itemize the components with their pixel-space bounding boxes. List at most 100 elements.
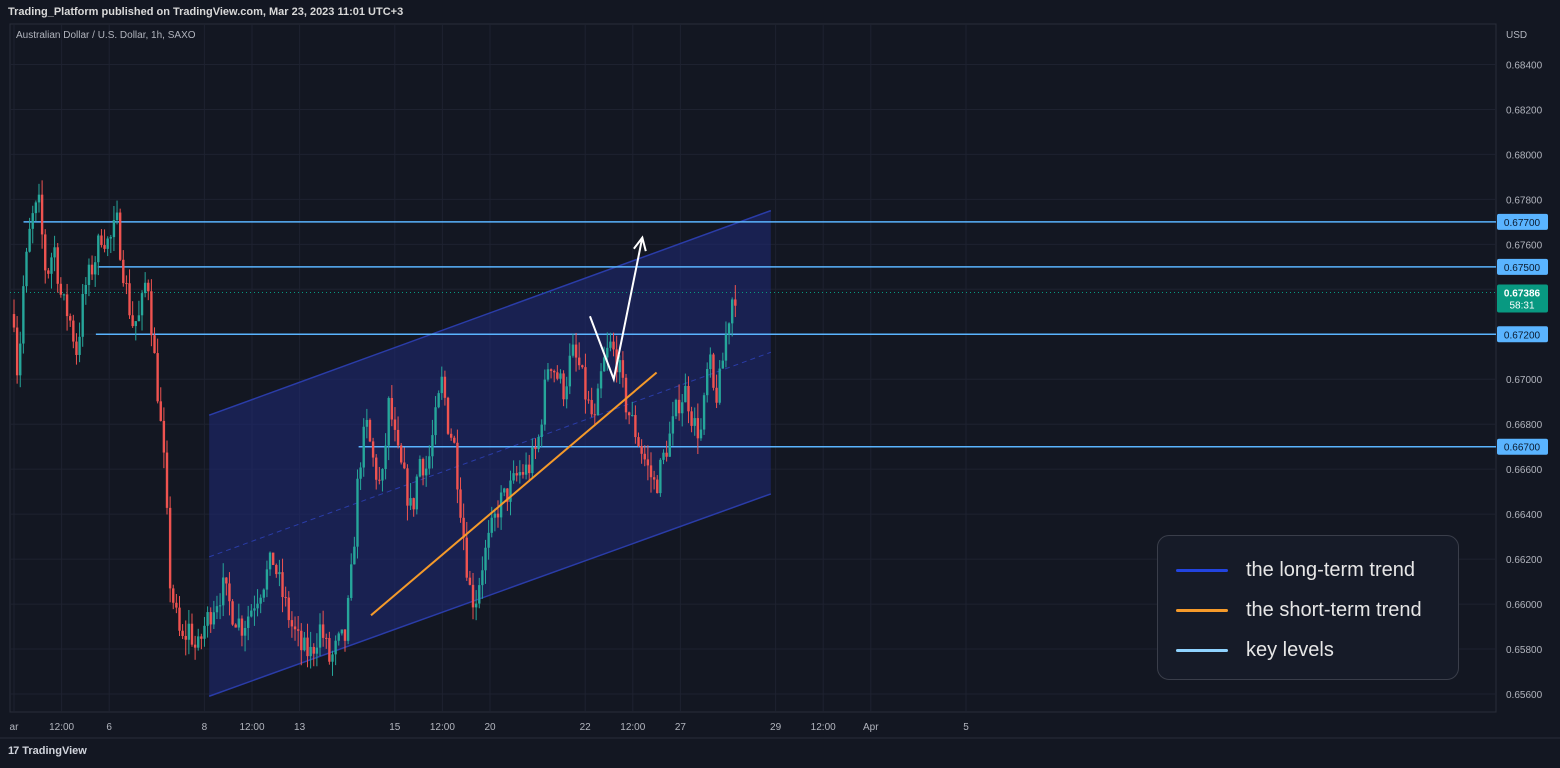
candle-body bbox=[331, 654, 334, 662]
candle-body bbox=[528, 464, 531, 474]
candle-body bbox=[321, 624, 325, 638]
candle-body bbox=[702, 395, 706, 430]
candle-body bbox=[37, 194, 41, 203]
candle-body bbox=[490, 517, 493, 533]
candle-body bbox=[315, 647, 319, 654]
candle-body bbox=[137, 315, 141, 322]
candle-body bbox=[649, 465, 653, 478]
candle-body bbox=[190, 623, 194, 645]
candle-body bbox=[571, 344, 575, 356]
long-term-swatch bbox=[1176, 568, 1228, 572]
candle-body bbox=[128, 283, 131, 316]
channel-fill bbox=[209, 210, 771, 697]
candle-body bbox=[250, 610, 253, 617]
candle-body bbox=[390, 398, 394, 420]
candle-body bbox=[368, 419, 372, 442]
candle-body bbox=[565, 386, 568, 400]
candle-body bbox=[140, 293, 144, 316]
candle-body bbox=[674, 399, 678, 417]
candle-body bbox=[421, 459, 425, 476]
candle-body bbox=[203, 625, 206, 639]
symbol-title: Australian Dollar / U.S. Dollar, 1h, SAX… bbox=[16, 30, 196, 41]
candle-body bbox=[296, 629, 300, 631]
candle-body bbox=[415, 476, 419, 510]
candle-body bbox=[599, 371, 603, 389]
candle-body bbox=[168, 507, 172, 589]
candle-body bbox=[184, 635, 187, 640]
candle-body bbox=[153, 335, 156, 354]
candle-body bbox=[453, 437, 456, 443]
candle-body bbox=[381, 469, 384, 481]
candle-body bbox=[56, 247, 59, 284]
candle-body bbox=[218, 605, 222, 607]
trend-legend: the long-term trend the short-term trend… bbox=[1157, 535, 1459, 680]
short-term-swatch bbox=[1176, 608, 1228, 612]
candle-body bbox=[181, 630, 184, 636]
candle-body bbox=[231, 601, 234, 625]
candle-body bbox=[487, 532, 490, 548]
x-tick-label: 12:00 bbox=[811, 722, 836, 733]
candle-body bbox=[62, 294, 66, 296]
candle-body bbox=[378, 479, 381, 481]
candle-body bbox=[724, 334, 728, 361]
x-tick-label: Apr bbox=[863, 722, 879, 733]
y-tick-label: 0.65600 bbox=[1506, 690, 1543, 701]
candle-body bbox=[662, 452, 665, 460]
candle-body bbox=[328, 638, 331, 662]
key-level-badge-label: 0.67200 bbox=[1504, 330, 1541, 341]
candle-body bbox=[103, 245, 106, 249]
y-tick-label: 0.67000 bbox=[1506, 375, 1543, 386]
candle-body bbox=[350, 564, 353, 598]
candle-body bbox=[287, 597, 290, 621]
x-tick-label: 12:00 bbox=[620, 722, 645, 733]
candle-body bbox=[590, 399, 593, 415]
candle-body bbox=[115, 212, 119, 221]
candle-body bbox=[278, 572, 281, 575]
long-term-trend-channel bbox=[208, 209, 772, 697]
key-level-badge bbox=[1497, 213, 1548, 230]
candle-body bbox=[481, 570, 484, 586]
candle-body bbox=[727, 323, 731, 335]
candle-body bbox=[215, 606, 219, 613]
candle-body bbox=[652, 477, 656, 480]
candle-body bbox=[640, 445, 643, 454]
candle-body bbox=[462, 517, 465, 538]
candle-body bbox=[440, 376, 443, 394]
key-levels-swatch bbox=[1176, 648, 1228, 652]
candle-body bbox=[403, 462, 406, 469]
candle-body bbox=[706, 369, 709, 396]
y-tick-label: 0.66600 bbox=[1506, 465, 1543, 476]
currency-label: USD bbox=[1506, 30, 1528, 41]
candlesticks bbox=[12, 180, 737, 676]
y-tick-label: 0.66200 bbox=[1506, 555, 1543, 566]
candle-body bbox=[237, 618, 241, 628]
candle-body bbox=[574, 344, 578, 358]
price-axis: 0.684000.682000.680000.678000.676000.674… bbox=[1506, 60, 1543, 701]
candle-body bbox=[325, 637, 328, 639]
candle-body bbox=[59, 283, 63, 295]
candle-body bbox=[371, 441, 375, 458]
candle-body bbox=[637, 437, 640, 446]
candle-body bbox=[546, 369, 550, 380]
candle-body bbox=[362, 426, 365, 468]
candle-body bbox=[275, 564, 278, 575]
candle-body bbox=[343, 629, 347, 641]
tradingview-logo[interactable]: 17 TradingView bbox=[8, 745, 87, 757]
candle-body bbox=[22, 286, 25, 344]
projection-path bbox=[589, 237, 644, 383]
legend-label-short-term: the short-term trend bbox=[1246, 598, 1422, 621]
projection-arrow bbox=[589, 235, 647, 383]
candle-body bbox=[515, 473, 518, 476]
candle-body bbox=[577, 357, 581, 366]
candle-body bbox=[721, 360, 725, 369]
x-tick-label: 6 bbox=[106, 722, 112, 733]
candle-body bbox=[300, 630, 303, 651]
candle-body bbox=[584, 367, 587, 400]
candle-body bbox=[693, 418, 696, 426]
candle-body bbox=[268, 552, 272, 570]
candle-body bbox=[696, 418, 700, 439]
candle-body bbox=[25, 251, 28, 287]
key-levels bbox=[10, 221, 1496, 448]
candle-body bbox=[518, 472, 522, 476]
